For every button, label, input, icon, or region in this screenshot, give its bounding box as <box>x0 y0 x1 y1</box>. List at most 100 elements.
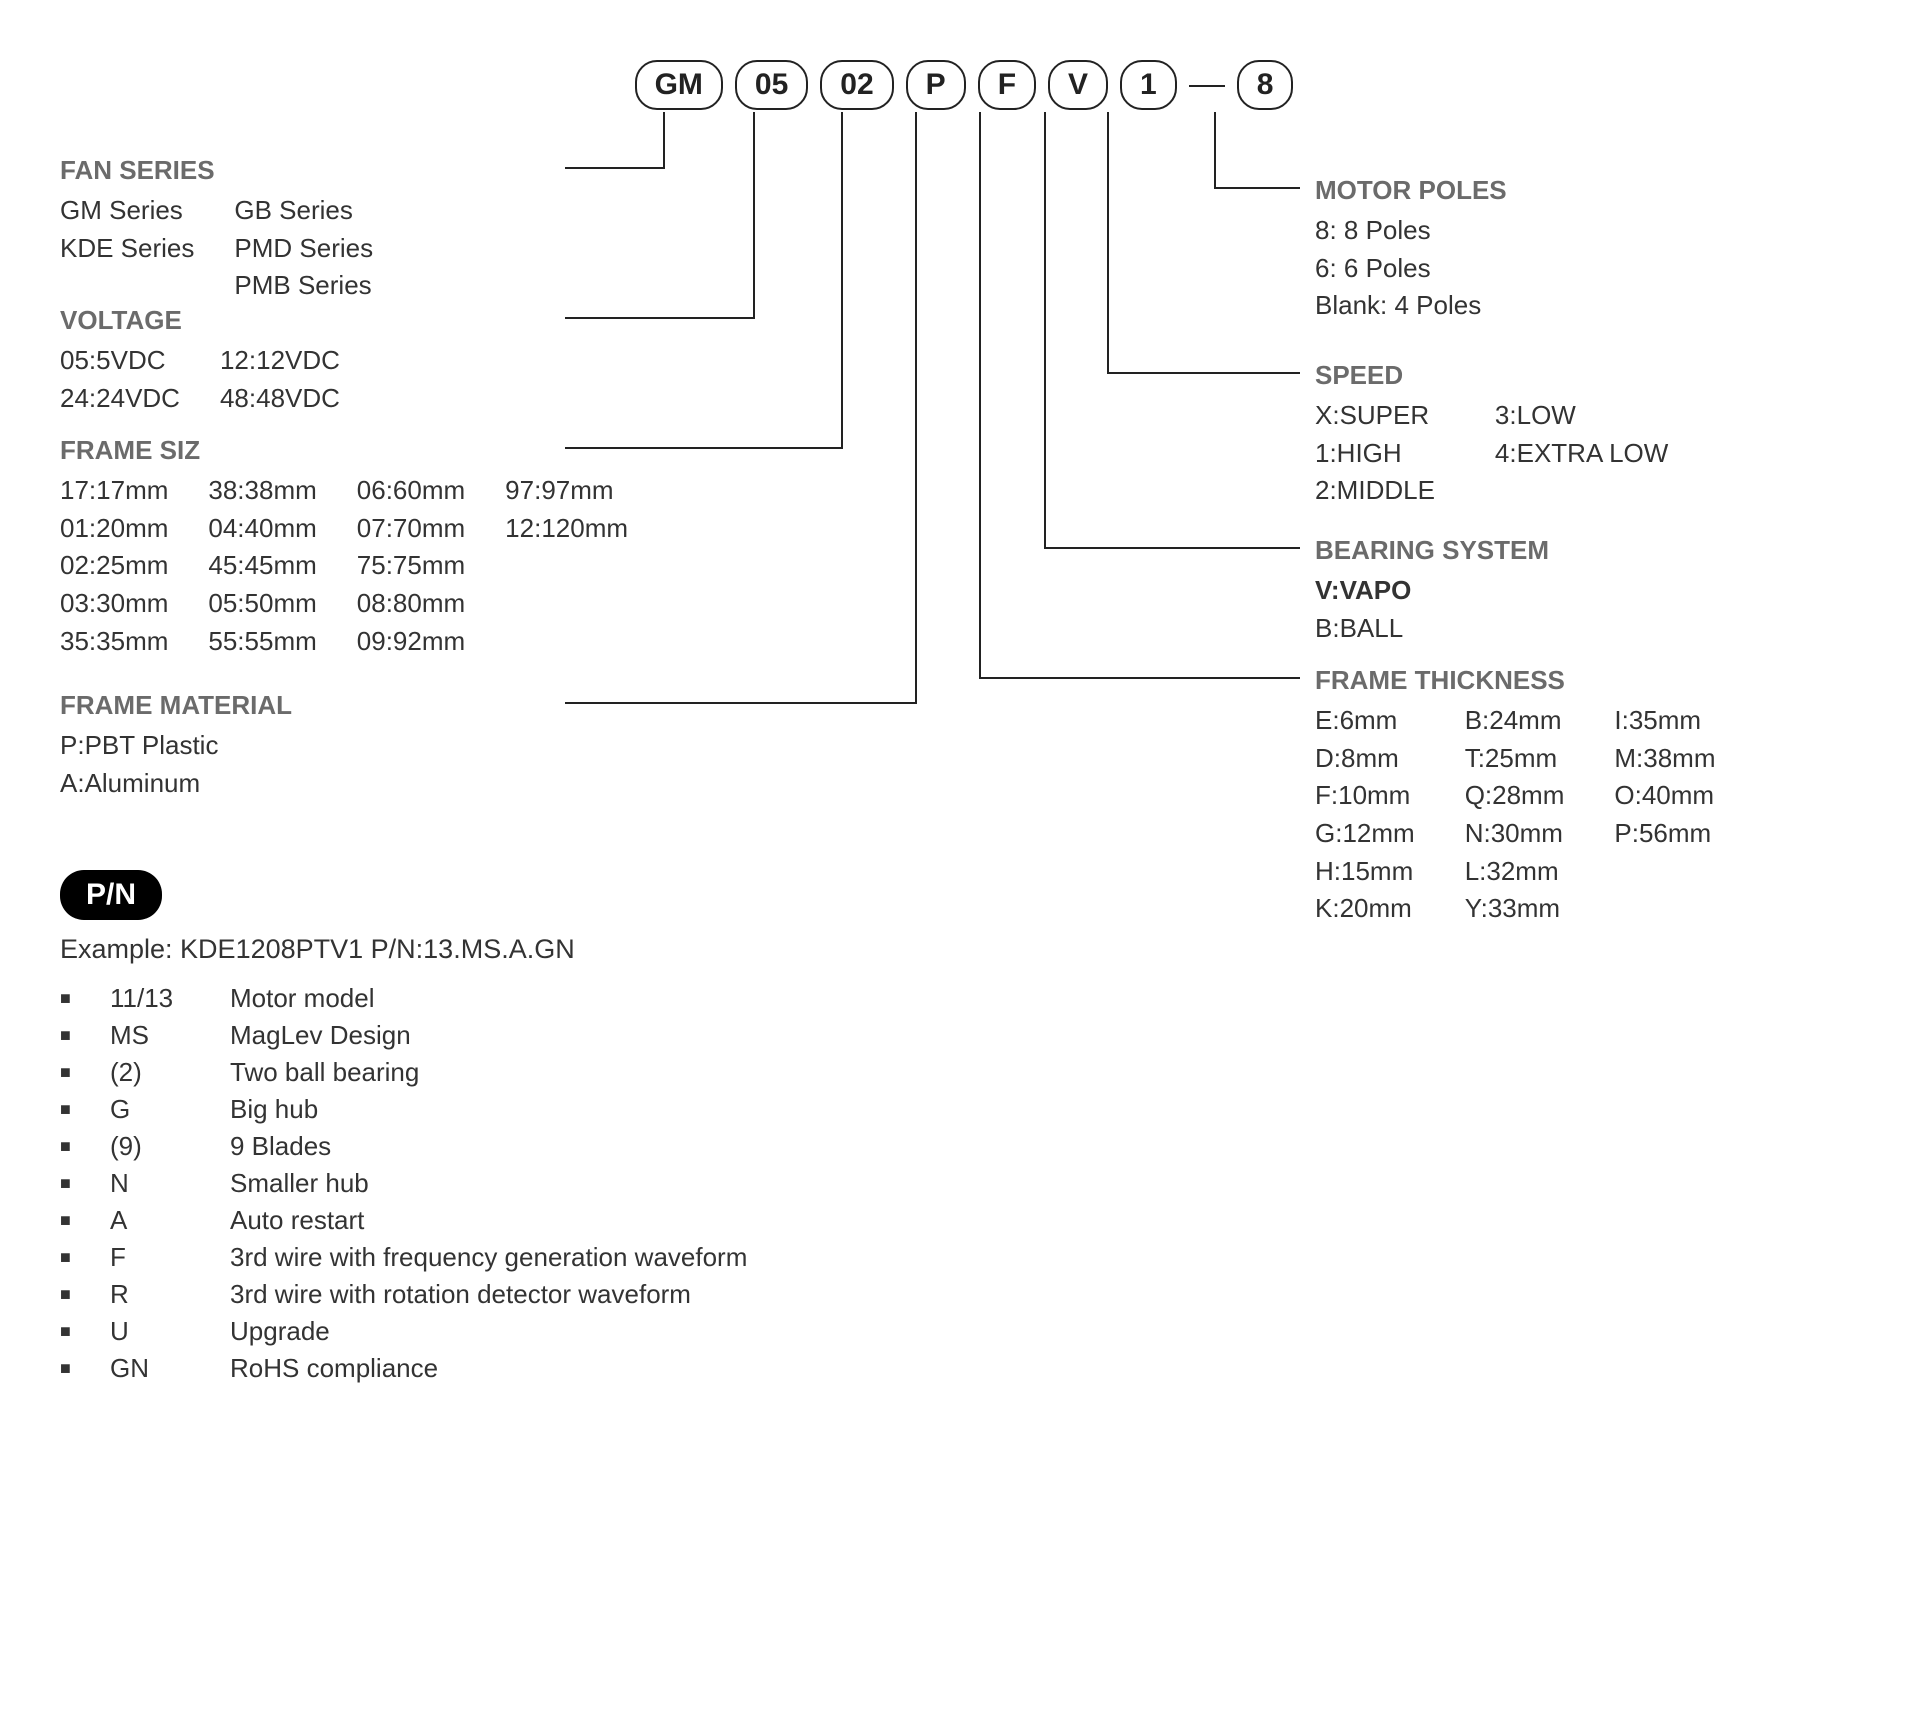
frame-size-section: FRAME SIZ 17:17mm 01:20mm 02:25mm 03:30m… <box>60 435 880 660</box>
pn-desc: 3rd wire with rotation detector waveform <box>230 1279 1060 1310</box>
motor-poles-item: Blank: 4 Poles <box>1315 287 1865 325</box>
pn-row: ■UUpgrade <box>60 1316 1060 1347</box>
thickness-item: O:40mm <box>1614 777 1715 815</box>
thickness-item: L:32mm <box>1465 853 1565 891</box>
pn-row: ■R3rd wire with rotation detector wavefo… <box>60 1279 1060 1310</box>
thickness-item: E:6mm <box>1315 702 1415 740</box>
motor-poles-item: 8: 8 Poles <box>1315 212 1865 250</box>
code-box-v: V <box>1048 60 1108 110</box>
pn-code: F <box>110 1242 230 1273</box>
pn-desc: 9 Blades <box>230 1131 1060 1162</box>
frame-size-item: 04:40mm <box>208 510 316 548</box>
voltage-item: 24:24VDC <box>60 380 180 418</box>
speed-section: SPEED X:SUPER 1:HIGH 2:MIDDLE 3:LOW 4:EX… <box>1315 360 1865 510</box>
pn-desc: Upgrade <box>230 1316 1060 1347</box>
thickness-item: G:12mm <box>1315 815 1415 853</box>
motor-poles-section: MOTOR POLES 8: 8 Poles 6: 6 Poles Blank:… <box>1315 175 1865 325</box>
pn-code: A <box>110 1205 230 1236</box>
pn-rows: ■11/13Motor model■MSMagLev Design■(2)Two… <box>60 983 1060 1384</box>
pn-badge: P/N <box>60 870 162 920</box>
pn-bullet-icon: ■ <box>60 1057 110 1083</box>
bearing-title: BEARING SYSTEM <box>1315 535 1865 566</box>
pn-code: 11/13 <box>110 983 230 1014</box>
pn-desc: Big hub <box>230 1094 1060 1125</box>
bearing-item: B:BALL <box>1315 610 1865 648</box>
pn-row: ■GBig hub <box>60 1094 1060 1125</box>
pn-desc: 3rd wire with frequency generation wavef… <box>230 1242 1060 1273</box>
code-box-8: 8 <box>1237 60 1294 110</box>
motor-poles-item: 6: 6 Poles <box>1315 250 1865 288</box>
thickness-item: K:20mm <box>1315 890 1415 928</box>
pn-bullet-icon: ■ <box>60 1242 110 1268</box>
fan-series-item: PMB Series <box>234 267 373 305</box>
speed-item: 4:EXTRA LOW <box>1495 435 1668 473</box>
frame-thickness-section: FRAME THICKNESS E:6mm D:8mm F:10mm G:12m… <box>1315 665 1875 928</box>
voltage-item: 05:5VDC <box>60 342 180 380</box>
part-code-row: GM 05 02 P F V 1 8 <box>40 60 1888 110</box>
pn-example: Example: KDE1208PTV1 P/N:13.MS.A.GN <box>60 934 1060 965</box>
fan-series-col2: GB Series PMD Series PMB Series <box>234 192 373 305</box>
frame-material-item: A:Aluminum <box>60 765 760 803</box>
code-box-p: P <box>906 60 966 110</box>
pn-desc: RoHS compliance <box>230 1353 1060 1384</box>
frame-size-item: 09:92mm <box>357 623 465 661</box>
frame-size-item: 35:35mm <box>60 623 168 661</box>
frame-size-item: 55:55mm <box>208 623 316 661</box>
voltage-col2: 12:12VDC 48:48VDC <box>220 342 340 417</box>
frame-size-col1: 17:17mm 01:20mm 02:25mm 03:30mm 35:35mm <box>60 472 168 660</box>
code-gap-separator <box>1189 85 1225 87</box>
thickness-col2: B:24mm T:25mm Q:28mm N:30mm L:32mm Y:33m… <box>1465 702 1565 928</box>
pn-code: MS <box>110 1020 230 1051</box>
thickness-item: N:30mm <box>1465 815 1565 853</box>
fan-series-item: PMD Series <box>234 230 373 268</box>
diagram-root: GM 05 02 P F V 1 8 <box>40 40 1888 1675</box>
pn-row: ■(9)9 Blades <box>60 1131 1060 1162</box>
pn-row: ■(2)Two ball bearing <box>60 1057 1060 1088</box>
pn-desc: Motor model <box>230 983 1060 1014</box>
pn-bullet-icon: ■ <box>60 1279 110 1305</box>
pn-code: GN <box>110 1353 230 1384</box>
voltage-item: 12:12VDC <box>220 342 340 380</box>
pn-row: ■11/13Motor model <box>60 983 1060 1014</box>
thickness-item: D:8mm <box>1315 740 1415 778</box>
frame-size-item: 02:25mm <box>60 547 168 585</box>
frame-size-item: 97:97mm <box>505 472 628 510</box>
code-box-f: F <box>978 60 1036 110</box>
pn-row: ■F3rd wire with frequency generation wav… <box>60 1242 1060 1273</box>
voltage-section: VOLTAGE 05:5VDC 24:24VDC 12:12VDC 48:48V… <box>60 305 760 417</box>
fan-series-item: GB Series <box>234 192 373 230</box>
speed-item: 3:LOW <box>1495 397 1668 435</box>
pn-bullet-icon: ■ <box>60 1168 110 1194</box>
motor-poles-title: MOTOR POLES <box>1315 175 1865 206</box>
frame-size-item: 01:20mm <box>60 510 168 548</box>
frame-size-col2: 38:38mm 04:40mm 45:45mm 05:50mm 55:55mm <box>208 472 316 660</box>
voltage-col1: 05:5VDC 24:24VDC <box>60 342 180 417</box>
pn-bullet-icon: ■ <box>60 1316 110 1342</box>
pn-code: U <box>110 1316 230 1347</box>
thickness-item: P:56mm <box>1614 815 1715 853</box>
pn-row: ■AAuto restart <box>60 1205 1060 1236</box>
speed-item: X:SUPER <box>1315 397 1435 435</box>
pn-desc: Smaller hub <box>230 1168 1060 1199</box>
frame-size-title: FRAME SIZ <box>60 435 880 466</box>
pn-bullet-icon: ■ <box>60 1094 110 1120</box>
thickness-col3: I:35mm M:38mm O:40mm P:56mm <box>1614 702 1715 928</box>
fan-series-item: KDE Series <box>60 230 194 268</box>
code-box-02: 02 <box>820 60 893 110</box>
frame-size-item: 17:17mm <box>60 472 168 510</box>
pn-desc: Auto restart <box>230 1205 1060 1236</box>
bearing-item-bold: V:VAPO <box>1315 572 1865 610</box>
speed-item: 2:MIDDLE <box>1315 472 1435 510</box>
pn-row: ■GNRoHS compliance <box>60 1353 1060 1384</box>
pn-desc: Two ball bearing <box>230 1057 1060 1088</box>
pn-bullet-icon: ■ <box>60 1353 110 1379</box>
frame-size-col3: 06:60mm 07:70mm 75:75mm 08:80mm 09:92mm <box>357 472 465 660</box>
frame-size-item: 08:80mm <box>357 585 465 623</box>
thickness-col1: E:6mm D:8mm F:10mm G:12mm H:15mm K:20mm <box>1315 702 1415 928</box>
pn-code: N <box>110 1168 230 1199</box>
bearing-section: BEARING SYSTEM V:VAPO B:BALL <box>1315 535 1865 647</box>
speed-col2: 3:LOW 4:EXTRA LOW <box>1495 397 1668 510</box>
fan-series-title: FAN SERIES <box>60 155 760 186</box>
thickness-item: Y:33mm <box>1465 890 1565 928</box>
frame-size-item: 75:75mm <box>357 547 465 585</box>
